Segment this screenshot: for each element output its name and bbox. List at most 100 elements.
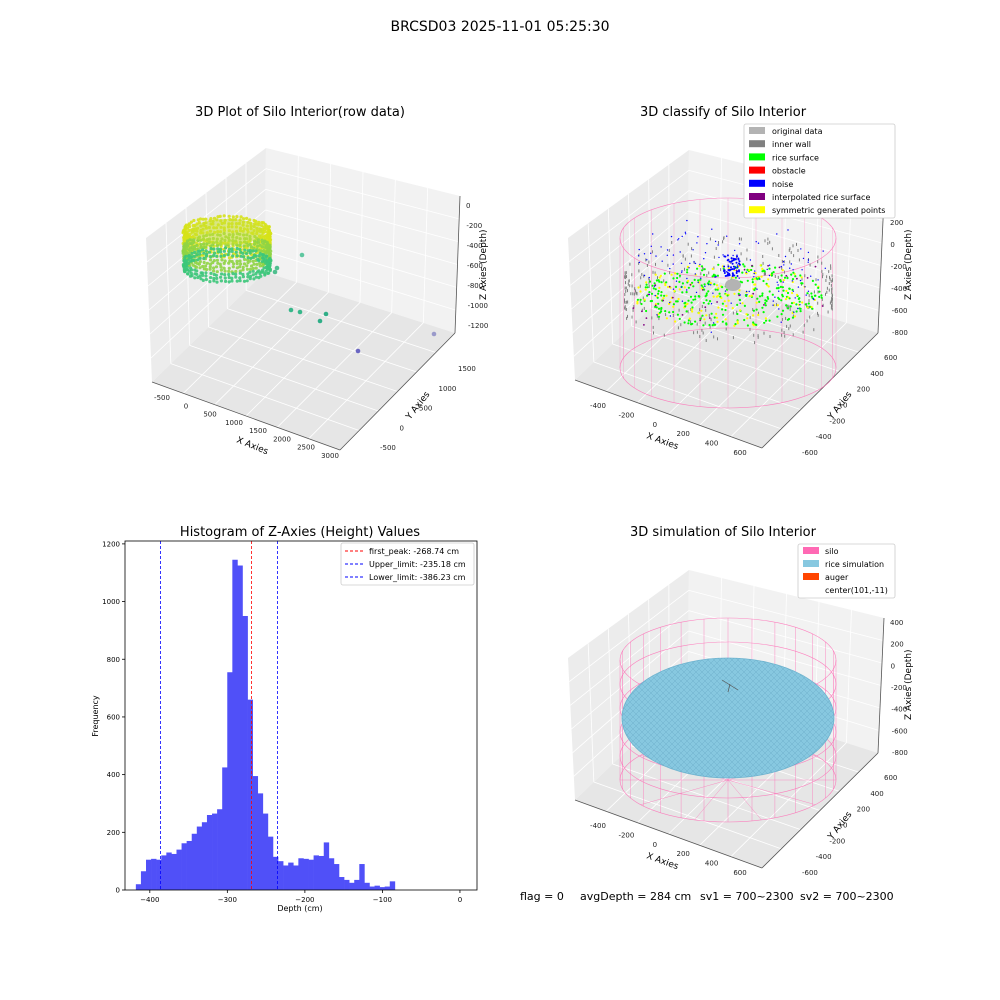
point-cloud-point	[230, 247, 234, 251]
rice-surface-point	[694, 298, 697, 301]
inner-wall-point	[702, 267, 704, 271]
point-cloud-point	[235, 259, 239, 263]
rice-surface-point	[761, 294, 764, 297]
inner-wall-point	[817, 255, 819, 259]
rice-surface-point	[777, 287, 780, 290]
rice-surface-point	[818, 295, 821, 298]
rice-surface-point	[761, 267, 764, 270]
inner-wall-point	[754, 341, 756, 345]
rice-surface-point	[640, 302, 643, 306]
x-tick-label: −300	[218, 896, 237, 904]
z-tick-label: -200	[891, 684, 907, 692]
point-cloud-point	[242, 279, 247, 283]
rice-surface-point	[711, 324, 714, 327]
rice-surface-point	[776, 315, 779, 318]
rice-surface-point	[663, 272, 666, 275]
y-tick-label: 1500	[458, 365, 476, 373]
rice-surface-point	[758, 300, 761, 303]
point-cloud-point	[239, 215, 243, 219]
point-cloud-point	[251, 269, 255, 273]
inner-wall-point	[648, 277, 650, 281]
point-cloud-point	[256, 244, 260, 248]
rice-surface-point	[762, 269, 765, 272]
inner-wall-point	[625, 286, 627, 290]
noise-point	[710, 284, 712, 286]
rice-surface-point	[654, 273, 657, 276]
point-cloud-point	[198, 266, 202, 270]
rice-surface-point	[760, 275, 763, 278]
point-cloud-point	[195, 243, 199, 247]
point-cloud-point	[223, 276, 227, 280]
x-tick-label: -400	[590, 402, 606, 410]
inner-wall-point	[784, 334, 786, 338]
inner-wall-point	[738, 237, 740, 241]
histogram-bar	[186, 840, 193, 890]
point-cloud-point	[234, 275, 238, 279]
rice-surface-point	[751, 281, 754, 284]
axis-pane	[265, 148, 460, 333]
inner-wall-point	[629, 262, 631, 266]
noise-point	[681, 271, 683, 273]
noise-point	[684, 231, 687, 233]
inner-wall-point	[665, 313, 667, 316]
point-cloud-point	[230, 279, 234, 283]
rice-surface-point	[698, 264, 701, 268]
rice-surface-point	[774, 266, 777, 269]
noise-point	[790, 263, 792, 265]
point-cloud-point	[218, 214, 222, 218]
point-cloud-point	[257, 254, 261, 258]
noise-point	[656, 314, 658, 316]
point-cloud-point	[257, 238, 261, 242]
noise-point	[799, 304, 801, 306]
noise-point	[704, 252, 707, 254]
rice-surface-point	[687, 279, 690, 283]
inner-wall-point	[677, 326, 679, 330]
inner-wall-point	[762, 261, 764, 265]
inner-wall-point	[682, 254, 684, 258]
rice-surface-point	[692, 298, 695, 301]
point-cloud-point	[251, 249, 255, 253]
noise-point	[678, 238, 680, 240]
noise-point	[655, 255, 657, 257]
noise-point	[724, 255, 727, 258]
inner-wall-point	[769, 240, 771, 244]
noise-point	[714, 240, 717, 243]
inner-wall-point	[798, 258, 800, 262]
rice-surface-point	[654, 288, 657, 291]
inner-wall-point	[635, 291, 637, 295]
inner-wall-point	[655, 262, 656, 266]
inner-wall-point	[632, 292, 634, 296]
noise-point	[731, 262, 734, 265]
interpolated-point	[814, 265, 817, 268]
inner-wall-point	[827, 310, 829, 314]
point-cloud-point	[257, 259, 261, 263]
legend-swatch	[803, 547, 819, 554]
inner-wall-point	[767, 237, 769, 241]
noise-point	[654, 294, 656, 297]
x-tick-label: 600	[733, 869, 746, 877]
point-cloud-point	[220, 258, 224, 262]
rice-surface-point	[782, 279, 785, 282]
inner-wall-point	[626, 275, 627, 279]
rice-surface-point	[690, 301, 693, 304]
inner-wall-point	[631, 315, 633, 319]
point-cloud-point	[193, 272, 197, 276]
point-cloud-point	[204, 217, 208, 221]
point-cloud-point	[251, 255, 255, 259]
point-cloud-point	[212, 279, 216, 283]
rice-surface-point	[750, 268, 753, 272]
point-cloud-point	[231, 215, 235, 219]
histogram-bar	[384, 886, 391, 890]
rice-surface-point	[817, 286, 820, 289]
point-cloud-point	[196, 258, 200, 262]
inner-wall-point	[763, 272, 765, 276]
inner-wall-point	[720, 268, 722, 272]
rice-surface-point	[674, 272, 677, 275]
noise-point	[734, 249, 736, 252]
rice-surface-point	[731, 307, 734, 310]
figure-title: BRCSD03 2025-11-01 05:25:30	[390, 19, 609, 35]
histogram-bar	[257, 793, 264, 890]
point-cloud-point	[190, 255, 194, 259]
point-cloud-point	[264, 269, 268, 273]
rice-surface-point	[648, 291, 651, 294]
